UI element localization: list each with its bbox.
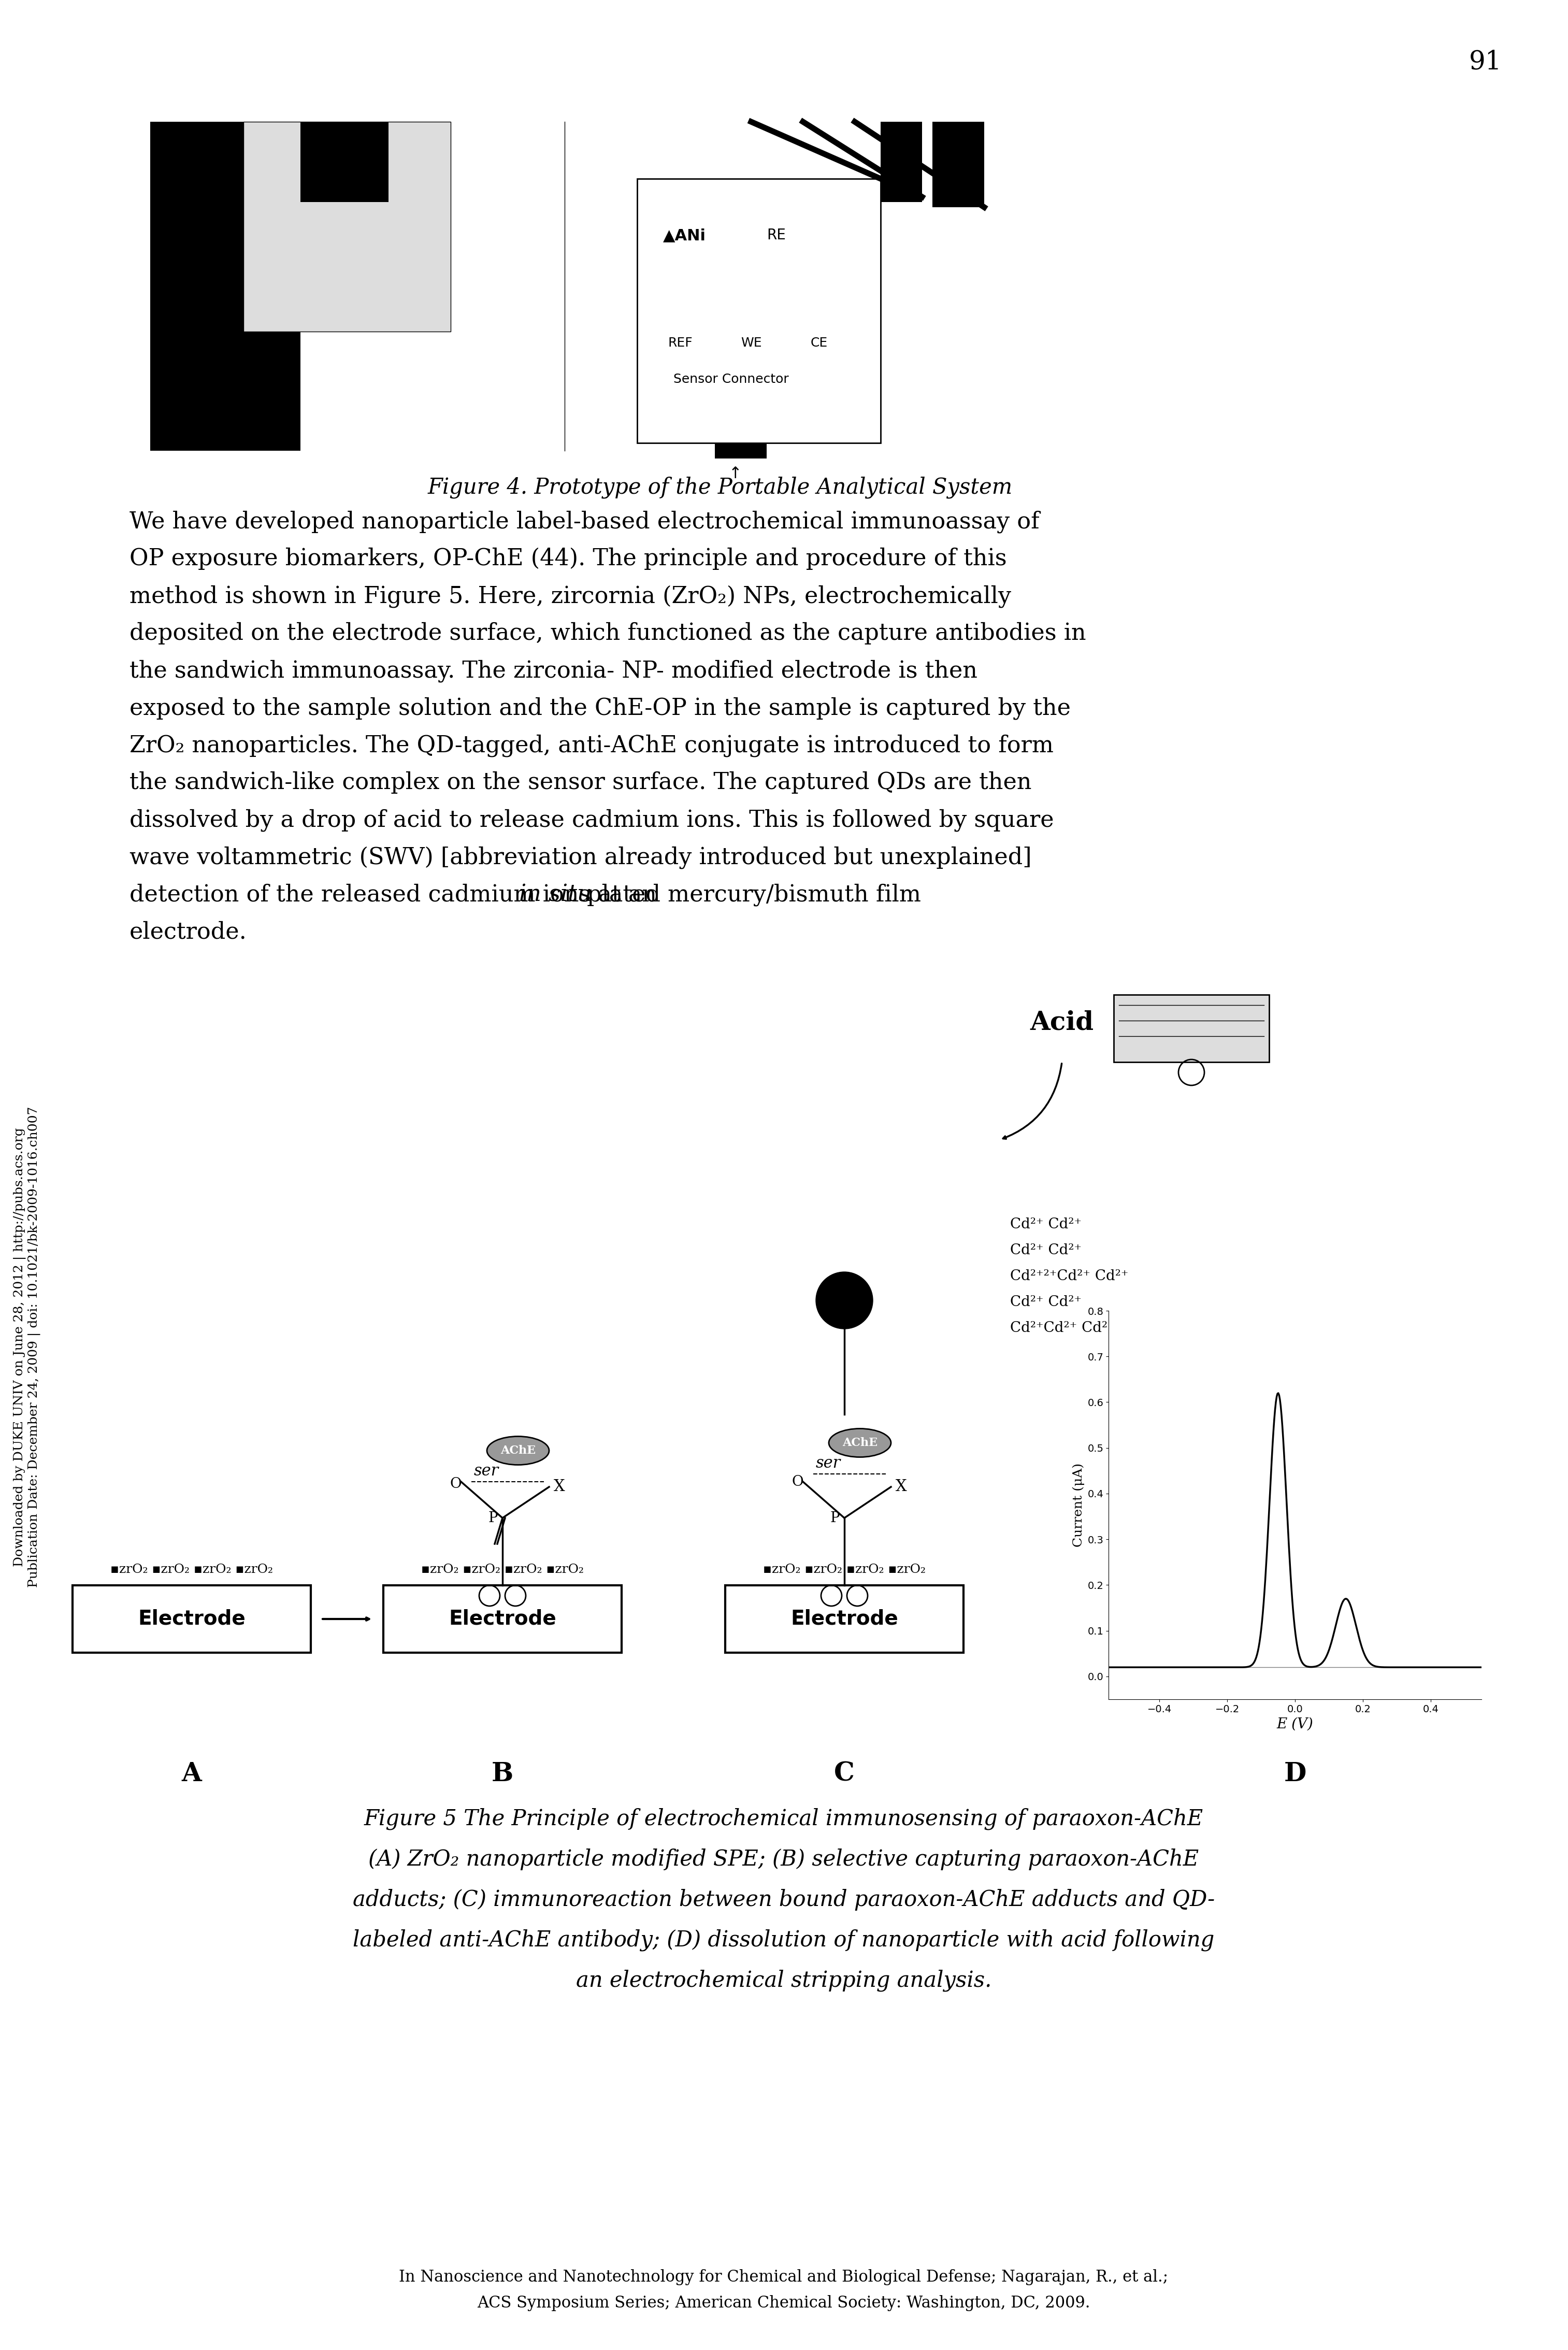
Text: Sensor Connector: Sensor Connector	[673, 374, 789, 385]
Text: 91: 91	[1469, 49, 1502, 75]
Text: ↑: ↑	[729, 465, 742, 482]
Text: adducts; (C) immunoreaction between bound paraoxon-AChE adducts and QD-: adducts; (C) immunoreaction between boun…	[353, 1889, 1215, 1911]
Text: Electrode: Electrode	[448, 1610, 557, 1629]
Text: the sandwich immunoassay. The zirconia- NP- modified electrode is then: the sandwich immunoassay. The zirconia- …	[130, 660, 977, 682]
X-axis label: E (V): E (V)	[1276, 1718, 1314, 1732]
Text: O: O	[792, 1476, 803, 1488]
Polygon shape	[637, 179, 881, 442]
Text: ▲ANi: ▲ANi	[663, 228, 706, 242]
Text: Cd²⁺ Cd²⁺: Cd²⁺ Cd²⁺	[1010, 1295, 1082, 1309]
Text: Downloaded by DUKE UNIV on June 28, 2012 | http://pubs.acs.org
Publication Date:: Downloaded by DUKE UNIV on June 28, 2012…	[13, 1107, 41, 1589]
Text: A: A	[182, 1762, 202, 1786]
Text: the sandwich-like complex on the sensor surface. The captured QDs are then: the sandwich-like complex on the sensor …	[130, 771, 1032, 794]
Ellipse shape	[829, 1429, 891, 1457]
Text: REF: REF	[668, 336, 693, 350]
Text: In Nanoscience and Nanotechnology for Chemical and Biological Defense; Nagarajan: In Nanoscience and Nanotechnology for Ch…	[400, 2270, 1168, 2284]
Text: in situ: in situ	[519, 884, 593, 905]
Text: ▪zrO₂ ▪zrO₂ ▪zrO₂ ▪zrO₂: ▪zrO₂ ▪zrO₂ ▪zrO₂ ▪zrO₂	[764, 1563, 925, 1577]
Text: O: O	[450, 1478, 461, 1492]
Text: ▪zrO₂ ▪zrO₂ ▪zrO₂ ▪zrO₂: ▪zrO₂ ▪zrO₂ ▪zrO₂ ▪zrO₂	[422, 1563, 583, 1577]
Circle shape	[815, 1271, 873, 1328]
Text: D: D	[1284, 1762, 1306, 1786]
Text: RE: RE	[767, 228, 786, 242]
Text: Acid: Acid	[1030, 1010, 1094, 1036]
Text: wave voltammetric (SWV) [abbreviation already introduced but unexplained]: wave voltammetric (SWV) [abbreviation al…	[130, 846, 1032, 870]
Text: an electrochemical stripping analysis.: an electrochemical stripping analysis.	[575, 1969, 991, 1993]
Text: plated mercury/bismuth film: plated mercury/bismuth film	[580, 884, 922, 907]
Text: OP exposure biomarkers, OP-ChE (44). The principle and procedure of this: OP exposure biomarkers, OP-ChE (44). The…	[130, 548, 1007, 571]
Text: P: P	[829, 1511, 840, 1525]
Text: dissolved by a drop of acid to release cadmium ions. This is followed by square: dissolved by a drop of acid to release c…	[130, 808, 1054, 832]
Text: P: P	[488, 1511, 499, 1525]
Text: X: X	[895, 1478, 906, 1495]
Text: AChE: AChE	[842, 1438, 878, 1448]
Polygon shape	[881, 122, 922, 202]
Text: method is shown in Figure 5. Here, zircornia (ZrO₂) NPs, electrochemically: method is shown in Figure 5. Here, zirco…	[130, 585, 1011, 609]
Polygon shape	[151, 70, 1284, 451]
Text: labeled anti-AChE antibody; (D) dissolution of nanoparticle with acid following: labeled anti-AChE antibody; (D) dissolut…	[353, 1929, 1215, 1950]
Text: Figure 4. Prototype of the Portable Analytical System: Figure 4. Prototype of the Portable Anal…	[428, 477, 1013, 498]
Text: CE: CE	[811, 336, 828, 350]
Text: Cd²⁺ Cd²⁺: Cd²⁺ Cd²⁺	[1010, 1243, 1082, 1257]
Text: electrode.: electrode.	[130, 921, 246, 942]
Text: ser: ser	[474, 1464, 499, 1478]
Bar	[1113, 994, 1269, 1062]
Text: Cd²⁺ Cd²⁺: Cd²⁺ Cd²⁺	[1010, 1217, 1082, 1231]
Polygon shape	[715, 442, 767, 458]
Polygon shape	[243, 122, 450, 331]
Bar	[383, 1586, 621, 1652]
Text: Figure 5 The Principle of electrochemical immunosensing of paraoxon-AChE: Figure 5 The Principle of electrochemica…	[364, 1807, 1203, 1831]
Text: Cd²⁺²⁺Cd²⁺ Cd²⁺: Cd²⁺²⁺Cd²⁺ Cd²⁺	[1010, 1269, 1129, 1283]
Text: WE: WE	[740, 336, 762, 350]
Text: deposited on the electrode surface, which functioned as the capture antibodies i: deposited on the electrode surface, whic…	[130, 623, 1087, 644]
Text: (A) ZrO₂ nanoparticle modified SPE; (B) selective capturing paraoxon-AChE: (A) ZrO₂ nanoparticle modified SPE; (B) …	[368, 1849, 1200, 1871]
Text: ZrO₂ nanoparticles. The QD-tagged, anti-AChE conjugate is introduced to form: ZrO₂ nanoparticles. The QD-tagged, anti-…	[130, 733, 1054, 757]
Text: We have developed nanoparticle label-based electrochemical immunoassay of: We have developed nanoparticle label-bas…	[130, 510, 1040, 533]
Text: Electrode: Electrode	[138, 1610, 246, 1629]
Text: Cd²⁺Cd²⁺ Cd²⁺: Cd²⁺Cd²⁺ Cd²⁺	[1010, 1321, 1115, 1335]
Text: B: B	[491, 1762, 513, 1786]
Text: exposed to the sample solution and the ChE-OP in the sample is captured by the: exposed to the sample solution and the C…	[130, 698, 1071, 719]
Text: ▪zrO₂ ▪zrO₂ ▪zrO₂ ▪zrO₂: ▪zrO₂ ▪zrO₂ ▪zrO₂ ▪zrO₂	[110, 1563, 273, 1577]
Text: Electrode: Electrode	[790, 1610, 898, 1629]
Polygon shape	[243, 122, 301, 451]
Bar	[726, 1586, 963, 1652]
Text: detection of the released cadmium ions at an: detection of the released cadmium ions a…	[130, 884, 665, 905]
Polygon shape	[151, 122, 243, 451]
Y-axis label: Current (μA): Current (μA)	[1073, 1464, 1085, 1546]
Bar	[72, 1586, 310, 1652]
Ellipse shape	[488, 1436, 549, 1464]
Text: AChE: AChE	[500, 1445, 536, 1457]
Text: ser: ser	[815, 1455, 840, 1471]
Polygon shape	[933, 122, 985, 207]
Text: X: X	[554, 1478, 564, 1495]
Text: ACS Symposium Series; American Chemical Society: Washington, DC, 2009.: ACS Symposium Series; American Chemical …	[477, 2296, 1090, 2310]
Text: C: C	[834, 1762, 855, 1786]
Polygon shape	[301, 122, 389, 202]
